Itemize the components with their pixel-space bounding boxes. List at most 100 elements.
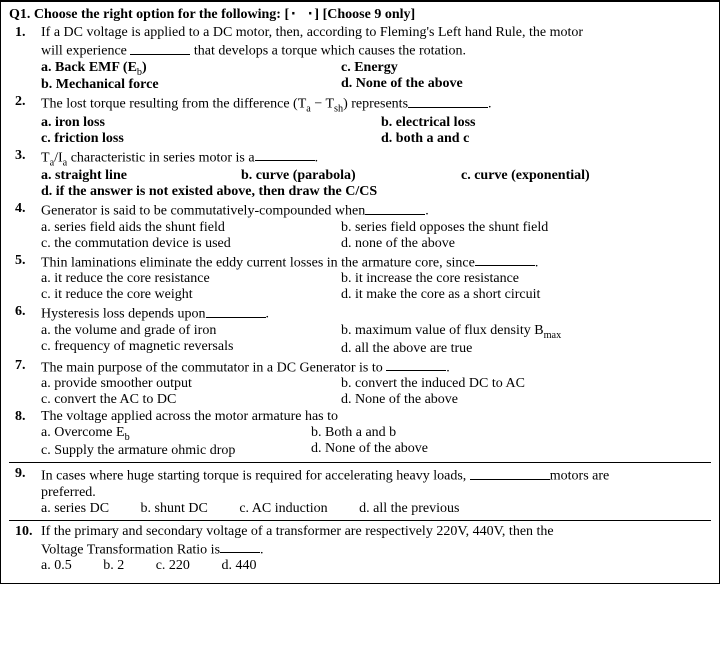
q7-opt-d: d. None of the above — [341, 392, 641, 408]
q7-options: a. provide smoother output c. convert th… — [41, 376, 711, 408]
q1-options: a. Back EMF (Eb) b. Mechanical force c. … — [41, 60, 711, 94]
q8-opt-b: b. Both a and b — [311, 425, 611, 441]
blank — [206, 304, 266, 318]
question-6: 6. Hysteresis loss depends upon. a. the … — [9, 304, 711, 356]
q5-stem: Thin laminations eliminate the eddy curr… — [41, 253, 711, 272]
q8-stem: The voltage applied across the motor arm… — [41, 409, 711, 425]
q7-stem: The main purpose of the commutator in a … — [41, 358, 711, 377]
q3-opt-c: c. curve (exponential) — [461, 168, 641, 184]
q10-num: 10. — [15, 524, 33, 540]
q1-stem: If a DC voltage is applied to a DC motor… — [41, 25, 711, 60]
q1-opt-c: c. Energy — [341, 60, 641, 76]
q8-opt-c: c. Supply the armature ohmic drop — [41, 443, 311, 459]
blank — [475, 253, 535, 267]
q3-opt-a: a. straight line — [41, 168, 241, 184]
q1-opt-a: a. Back EMF (Eb) — [41, 60, 341, 78]
question-1: 1. If a DC voltage is applied to a DC mo… — [9, 25, 711, 93]
q6-opt-a: a. the volume and grade of iron — [41, 323, 341, 339]
q5-num: 5. — [15, 253, 26, 269]
q6-opt-b: b. maximum value of flux density Bmax — [341, 323, 641, 341]
q2-opt-b: b. electrical loss — [381, 115, 561, 131]
question-list-3: 10. If the primary and secondary voltage… — [9, 524, 711, 575]
q6-opt-d: d. all the above are true — [341, 341, 641, 357]
q9-options: a. series DC b. shunt DC c. AC induction… — [41, 501, 711, 517]
q3-opt-d: d. if the answer is not existed above, t… — [41, 184, 711, 200]
q2-opt-c: c. friction loss — [41, 131, 381, 147]
question-7: 7. The main purpose of the commutator in… — [9, 358, 711, 409]
blank — [365, 201, 425, 215]
separator — [9, 520, 711, 521]
header-dots: · · — [289, 6, 314, 22]
q5-opt-d: d. it make the core as a short circuit — [341, 287, 641, 303]
q4-stem: Generator is said to be commutatively-co… — [41, 201, 711, 220]
blank — [220, 540, 260, 554]
q8-opt-a: a. Overcome Eb — [41, 425, 311, 443]
blank — [408, 94, 488, 108]
q5-options: a. it reduce the core resistance c. it r… — [41, 271, 711, 303]
q10-opt-c: c. 220 — [156, 558, 190, 573]
q4-num: 4. — [15, 201, 26, 217]
question-list-2: 9. In cases where huge starting torque i… — [9, 466, 711, 517]
q10-opt-b: b. 2 — [103, 558, 124, 573]
q1-opt-b: b. Mechanical force — [41, 77, 341, 93]
question-10: 10. If the primary and secondary voltage… — [9, 524, 711, 575]
q8-opt-d: d. None of the above — [311, 441, 611, 457]
q7-opt-a: a. provide smoother output — [41, 376, 341, 392]
q9-opt-a: a. series DC — [41, 501, 109, 516]
q2-opt-d: d. both a and c — [381, 131, 561, 147]
q2-opt-a: a. iron loss — [41, 115, 381, 131]
q9-stem: In cases where huge starting torque is r… — [41, 466, 711, 501]
blank — [470, 466, 550, 480]
q9-opt-b: b. shunt DC — [141, 501, 208, 516]
q9-opt-c: c. AC induction — [239, 501, 327, 516]
q9-opt-d: d. all the previous — [359, 501, 459, 516]
q5-opt-a: a. it reduce the core resistance — [41, 271, 341, 287]
q4-opt-c: c. the commutation device is used — [41, 236, 341, 252]
q2-num: 2. — [15, 94, 26, 110]
separator — [9, 462, 711, 463]
exam-page: Q1. Choose the right option for the foll… — [0, 0, 720, 584]
q6-stem: Hysteresis loss depends upon. — [41, 304, 711, 323]
q9-num: 9. — [15, 466, 26, 482]
question-4: 4. Generator is said to be commutatively… — [9, 201, 711, 252]
question-5: 5. Thin laminations eliminate the eddy c… — [9, 253, 711, 304]
q4-options: a. series field aids the shunt field c. … — [41, 220, 711, 252]
q4-opt-d: d. none of the above — [341, 236, 641, 252]
page-header: Q1. Choose the right option for the foll… — [9, 6, 711, 23]
q10-stem: If the primary and secondary voltage of … — [41, 524, 711, 559]
q10-opt-a: a. 0.5 — [41, 558, 72, 573]
question-9: 9. In cases where huge starting torque i… — [9, 466, 711, 517]
q1-opt-d: d. None of the above — [341, 76, 641, 92]
q3-stem: Ta/Ia characteristic in series motor is … — [41, 148, 711, 168]
q2-stem: The lost torque resulting from the diffe… — [41, 94, 711, 114]
q7-opt-c: c. convert the AC to DC — [41, 392, 341, 408]
q5-opt-c: c. it reduce the core weight — [41, 287, 341, 303]
q7-num: 7. — [15, 358, 26, 374]
q5-opt-b: b. it increase the core resistance — [341, 271, 641, 287]
blank — [130, 41, 190, 55]
q8-num: 8. — [15, 409, 26, 425]
q6-options: a. the volume and grade of iron c. frequ… — [41, 323, 711, 357]
q4-opt-b: b. series field opposes the shunt field — [341, 220, 641, 236]
question-list: 1. If a DC voltage is applied to a DC mo… — [9, 25, 711, 459]
blank — [386, 358, 446, 372]
q2-options: a. iron loss c. friction loss b. electri… — [41, 115, 711, 147]
q3-num: 3. — [15, 148, 26, 164]
question-3: 3. Ta/Ia characteristic in series motor … — [9, 148, 711, 200]
q10-opt-d: d. 440 — [221, 558, 256, 573]
q7-opt-b: b. convert the induced DC to AC — [341, 376, 641, 392]
q8-options: a. Overcome Eb c. Supply the armature oh… — [41, 425, 711, 459]
question-2: 2. The lost torque resulting from the di… — [9, 94, 711, 146]
blank — [255, 148, 315, 162]
q10-options: a. 0.5 b. 2 c. 220 d. 440 — [41, 558, 711, 574]
q3-options: a. straight line b. curve (parabola) c. … — [41, 168, 711, 184]
header-label: Q1. Choose the right option for the foll… — [9, 7, 289, 22]
q1-num: 1. — [15, 25, 26, 41]
q4-opt-a: a. series field aids the shunt field — [41, 220, 341, 236]
header-close: ] — [314, 7, 322, 22]
q3-opt-b: b. curve (parabola) — [241, 168, 461, 184]
question-8: 8. The voltage applied across the motor … — [9, 409, 711, 459]
q6-opt-c: c. frequency of magnetic reversals — [41, 339, 341, 355]
header-choose: [Choose 9 only] — [323, 7, 416, 22]
q6-num: 6. — [15, 304, 26, 320]
